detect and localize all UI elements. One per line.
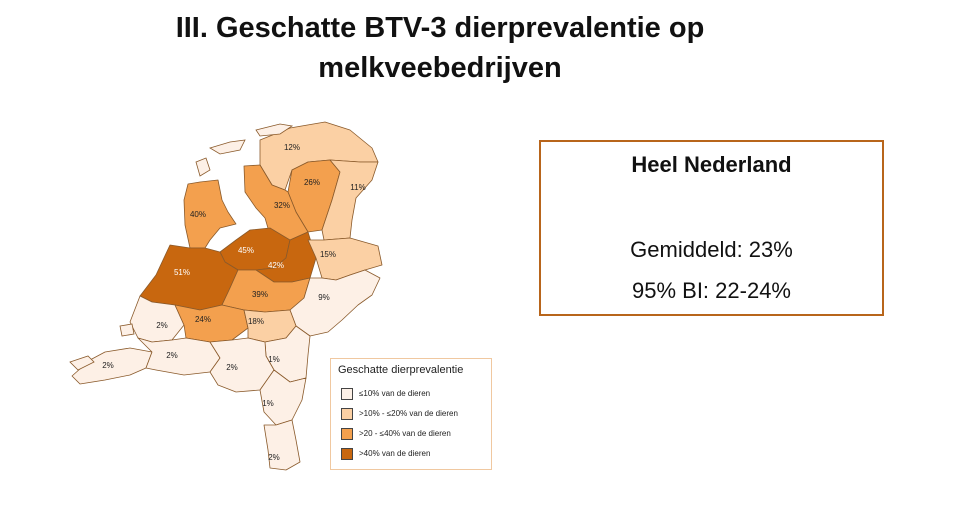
region-label: 11%	[350, 183, 365, 192]
texel-island	[195, 157, 211, 177]
title-line-1: III. Geschatte BTV-3 dierprevalentie op	[175, 12, 705, 44]
legend-item: >10% - ≤20% van de dieren	[341, 407, 458, 420]
region-label: 45%	[238, 246, 254, 255]
legend-label: >40% van de dieren	[359, 449, 431, 458]
region-label: 26%	[304, 178, 320, 187]
region-18	[259, 369, 307, 426]
title-line-2: melkveebedrijven	[318, 52, 562, 84]
legend-item: >40% van de dieren	[341, 447, 430, 460]
legend-swatch	[341, 407, 353, 420]
legend-swatch	[341, 447, 353, 460]
legend-swatch	[341, 427, 353, 440]
region-label: 42%	[268, 261, 284, 270]
wadden-island	[209, 139, 246, 155]
netherlands-prevalence-map: 12% 26% 11% 40% 32% 45% 42% 15% 51% 39% 9% 2% 24% 18%…	[69, 121, 383, 471]
region-label: 2%	[156, 321, 168, 330]
region-19	[263, 419, 301, 471]
region-label: 40%	[190, 210, 206, 219]
region-label: 1%	[268, 355, 280, 364]
region-label: 2%	[268, 453, 280, 462]
region-15	[137, 337, 221, 376]
region-label: 39%	[252, 290, 268, 299]
legend-title: Geschatte dierprevalentie	[338, 364, 464, 376]
region-label: 15%	[320, 250, 336, 259]
region-label: 24%	[195, 315, 211, 324]
region-label: 2%	[226, 363, 238, 372]
page-title: III. Geschatte BTV-3 dierprevalentie op …	[0, 8, 880, 88]
summary-mean: Gemiddeld: 23%	[630, 237, 793, 262]
region-label: 12%	[284, 143, 300, 152]
summary-title: Heel Nederland	[631, 152, 792, 177]
region-label: 1%	[262, 399, 274, 408]
summary-panel: Heel Nederland Gemiddeld: 23% 95% BI: 22…	[539, 140, 884, 316]
legend-label: >10% - ≤20% van de dieren	[359, 409, 458, 418]
zeeland-island	[119, 323, 135, 337]
region-label: 2%	[166, 351, 178, 360]
region-label: 9%	[318, 293, 330, 302]
region-label: 32%	[274, 201, 290, 210]
wadden-island	[255, 123, 294, 137]
legend-swatch	[341, 387, 353, 400]
region-label: 2%	[102, 361, 114, 370]
map-legend: Geschatte dierprevalentie ≤10% van de di…	[330, 358, 492, 470]
legend-item: ≤10% van de dieren	[341, 387, 430, 400]
legend-item: >20 - ≤40% van de dieren	[341, 427, 451, 440]
zeeland-island	[69, 355, 95, 371]
region-2	[321, 159, 379, 241]
summary-ci: 95% BI: 22-24%	[632, 278, 791, 303]
region-label: 51%	[174, 268, 190, 277]
region-3	[183, 179, 237, 249]
region-14	[71, 347, 153, 385]
region-12	[174, 304, 249, 343]
legend-label: ≤10% van de dieren	[359, 389, 431, 398]
region-label: 18%	[248, 317, 264, 326]
legend-label: >20 - ≤40% van de dieren	[359, 429, 451, 438]
